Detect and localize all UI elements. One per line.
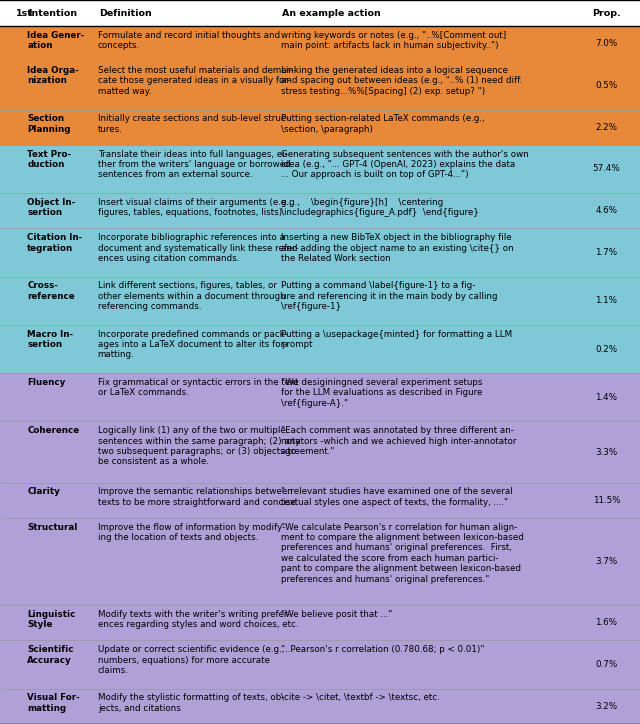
Text: "We desiginingned several experiment setups
for the LLM evaluations as described: "We desiginingned several experiment set… <box>281 378 483 408</box>
Bar <box>0 26 640 145</box>
Text: Translate their ideas into full languages, ei-
ther from the writers' language o: Translate their ideas into full language… <box>98 150 291 180</box>
Text: Incorporate bibliographic references into a
document and systematically link the: Incorporate bibliographic references int… <box>98 233 298 263</box>
Text: Structural: Structural <box>28 523 77 531</box>
Text: Intention: Intention <box>28 9 77 17</box>
Text: 11.5%: 11.5% <box>593 496 620 505</box>
Text: writing keywords or notes (e.g., "..%[Comment out]
main point: artifacts lack in: writing keywords or notes (e.g., "..%[Co… <box>281 30 506 50</box>
Text: "Each comment was annotated by three different an-
notators -which and we achiev: "Each comment was annotated by three dif… <box>281 426 516 456</box>
Text: Improve the flow of information by modify-
ing the location of texts and objects: Improve the flow of information by modif… <box>98 523 285 542</box>
Text: "We believe posit that ...": "We believe posit that ..." <box>281 610 392 619</box>
Text: 3.7%: 3.7% <box>595 557 618 566</box>
Text: Cross-
reference: Cross- reference <box>28 282 75 300</box>
Text: 57.4%: 57.4% <box>593 164 620 174</box>
Text: An example action: An example action <box>282 9 381 17</box>
Bar <box>0 145 640 373</box>
Text: Scientific
Accuracy: Scientific Accuracy <box>28 645 74 665</box>
Text: "We calculate Pearson's r correlation for human align-
ment to compare the align: "We calculate Pearson's r correlation fo… <box>281 523 524 584</box>
Text: Linking the generated ideas into a logical sequence
and spacing out between idea: Linking the generated ideas into a logic… <box>281 66 522 96</box>
Text: Logically link (1) any of the two or multiple
sentences within the same paragrap: Logically link (1) any of the two or mul… <box>98 426 300 466</box>
Text: 1st: 1st <box>16 9 33 17</box>
Text: Macro In-
sertion: Macro In- sertion <box>28 329 74 349</box>
Text: 7.0%: 7.0% <box>595 39 618 49</box>
Text: Idea Orga-
nization: Idea Orga- nization <box>28 66 79 85</box>
Text: Idea Gener-
ation: Idea Gener- ation <box>28 30 84 50</box>
Text: Modify texts with the writer's writing prefer-
ences regarding styles and word c: Modify texts with the writer's writing p… <box>98 610 298 629</box>
Text: Fix grammatical or syntactic errors in the text
or LaTeX commands.: Fix grammatical or syntactic errors in t… <box>98 378 298 397</box>
Text: Update or correct scientific evidence (e.g.,
numbers, equations) for more accura: Update or correct scientific evidence (e… <box>98 645 284 675</box>
Text: e.g.,    \begin{figure}[h]    \centering
\includegraphics{figure_A.pdf}  \end{fi: e.g., \begin{figure}[h] \centering \incl… <box>281 198 479 217</box>
Text: Section
Planning: Section Planning <box>28 114 71 134</box>
Text: 3.3%: 3.3% <box>595 447 618 457</box>
Text: Putting a \usepackage{minted} for formatting a LLM
prompt: Putting a \usepackage{minted} for format… <box>281 329 512 349</box>
Text: Formulate and record initial thoughts and
concepts.: Formulate and record initial thoughts an… <box>98 30 280 50</box>
Text: Inserting a new BibTeX object in the bibliography file
and adding the object nam: Inserting a new BibTeX object in the bib… <box>281 233 513 263</box>
Text: Linguistic
Style: Linguistic Style <box>28 610 76 629</box>
Text: Object In-
sertion: Object In- sertion <box>28 198 76 217</box>
Text: 1.1%: 1.1% <box>595 296 618 306</box>
Text: Definition: Definition <box>99 9 152 17</box>
Text: "..Pearson's r correlation (0.780.68; p < 0.01)": "..Pearson's r correlation (0.780.68; p … <box>281 645 484 654</box>
Text: 1.6%: 1.6% <box>595 618 618 627</box>
Text: 0.2%: 0.2% <box>595 345 618 353</box>
Text: 0.5%: 0.5% <box>595 81 618 90</box>
Text: Select the most useful materials and demar-
cate those generated ideas in a visu: Select the most useful materials and dem… <box>98 66 292 96</box>
Text: Modify the stylistic formatting of texts, ob-
jects, and citations: Modify the stylistic formatting of texts… <box>98 694 284 713</box>
Text: Coherence: Coherence <box>28 426 79 435</box>
Text: Initially create sections and sub-level struc-
tures.: Initially create sections and sub-level … <box>98 114 289 134</box>
Text: Generating subsequent sentences with the author's own
idea (e.g., "... GPT-4 (Op: Generating subsequent sentences with the… <box>281 150 529 180</box>
Text: Text Pro-
duction: Text Pro- duction <box>28 150 72 169</box>
Text: 3.2%: 3.2% <box>595 702 618 711</box>
Text: 0.7%: 0.7% <box>595 660 618 669</box>
Text: 4.6%: 4.6% <box>595 206 618 215</box>
Text: 1.4%: 1.4% <box>595 393 618 402</box>
Text: Incorporate predefined commands or pack-
ages into a LaTeX document to alter its: Incorporate predefined commands or pack-… <box>98 329 287 359</box>
Text: 2.2%: 2.2% <box>595 122 618 132</box>
Text: Prop.: Prop. <box>592 9 621 17</box>
Text: Link different sections, figures, tables, or
other elements within a document th: Link different sections, figures, tables… <box>98 282 285 311</box>
Text: Putting a command \label{figure-1} to a fig-
ure and referencing it in the main : Putting a command \label{figure-1} to a … <box>281 282 497 311</box>
Bar <box>0 373 640 724</box>
Text: Insert visual claims of their arguments (e.g.,
figures, tables, equations, footn: Insert visual claims of their arguments … <box>98 198 291 217</box>
Text: Visual For-
matting: Visual For- matting <box>28 694 80 713</box>
Text: \cite -> \citet, \textbf -> \textsc, etc.: \cite -> \citet, \textbf -> \textsc, etc… <box>281 694 440 702</box>
Text: Fluency: Fluency <box>28 378 66 387</box>
Text: 1.7%: 1.7% <box>595 248 618 257</box>
Text: Clarity: Clarity <box>28 487 60 497</box>
Text: Improve the semantic relationships between
texts to be more straightforward and : Improve the semantic relationships betwe… <box>98 487 298 507</box>
Text: "..relevant studies have examined one of the several
textual styles one aspect o: "..relevant studies have examined one of… <box>281 487 513 507</box>
Text: Citation In-
tegration: Citation In- tegration <box>28 233 83 253</box>
Text: Putting section-related LaTeX commands (e.g.,
\section, \paragraph): Putting section-related LaTeX commands (… <box>281 114 484 134</box>
